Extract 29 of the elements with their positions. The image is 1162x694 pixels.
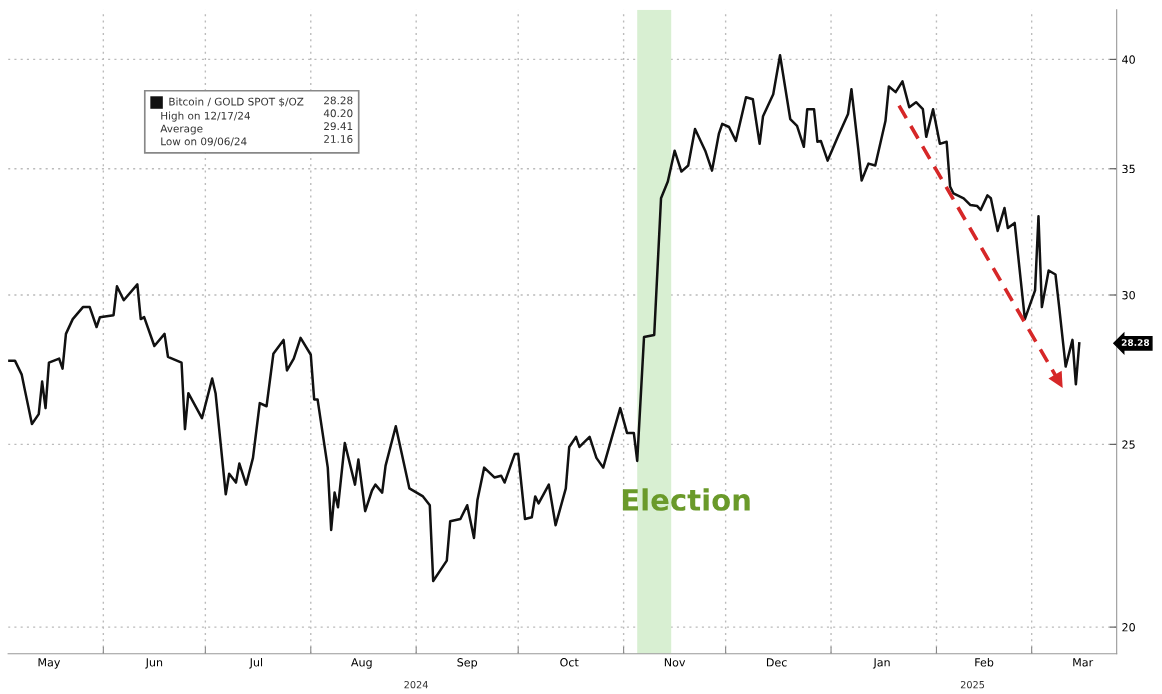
x-tick-label: Jul — [249, 657, 263, 669]
x-tick-label: Jun — [145, 658, 163, 669]
x-tick-label: Aug — [351, 658, 372, 669]
legend-label: Bitcoin / GOLD SPOT $/OZ — [169, 97, 304, 107]
x-tick-label: Sep — [457, 658, 478, 669]
y-tick-label: 30 — [1122, 290, 1135, 300]
annotation: Average — [160, 124, 203, 135]
y-tick-label: 20 — [1122, 623, 1135, 632]
x-tick-label: Nov — [664, 658, 686, 667]
annotation: 29.41 — [324, 122, 353, 131]
x-tick-label: Mar — [1073, 658, 1094, 667]
x-tick-label: Dec — [766, 658, 787, 667]
annotation: 40.20 — [323, 109, 353, 118]
text: 2024 — [404, 680, 428, 689]
x-tick-label: Feb — [975, 657, 994, 667]
annotation: Low on 09/06/24 — [161, 137, 247, 147]
annotation: High on 12/17/24 — [161, 111, 251, 122]
text: 2025 — [960, 680, 985, 689]
annotation: 28.28 — [324, 96, 353, 105]
line-series — [8, 54, 1081, 583]
x-tick-label: May — [38, 658, 61, 669]
y-tick-label: 40 — [1122, 55, 1135, 64]
annotation: 21.16 — [324, 135, 353, 143]
band-label: Election — [622, 488, 750, 511]
text: 28.28 — [1121, 339, 1150, 346]
y-tick-label: 35 — [1122, 164, 1135, 174]
x-tick-label: Jan — [872, 658, 890, 669]
y-tick-label: 25 — [1122, 440, 1135, 449]
x-tick-label: Oct — [560, 658, 579, 667]
